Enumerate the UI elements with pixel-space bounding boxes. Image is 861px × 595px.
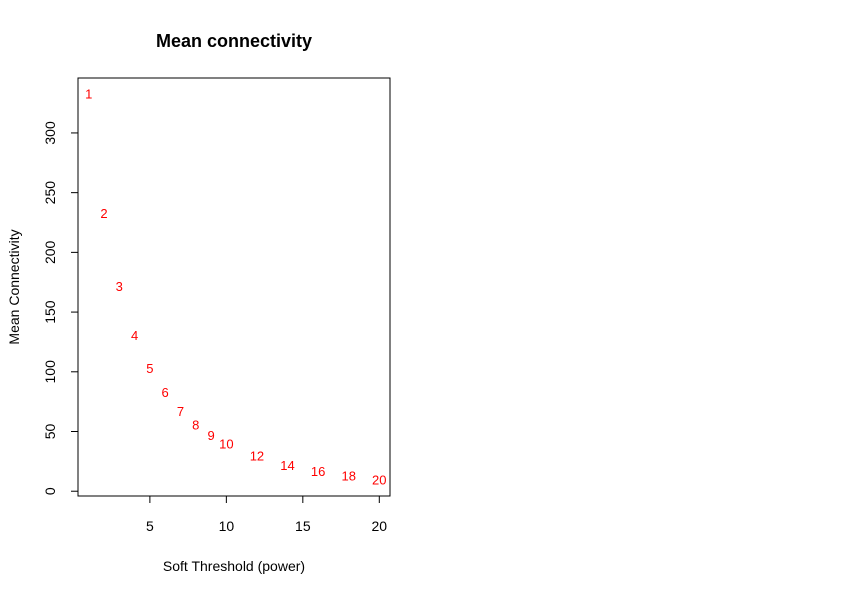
data-point-label: 3 xyxy=(116,279,123,294)
y-tick-label: 100 xyxy=(42,360,58,384)
data-point-label: 5 xyxy=(146,361,153,376)
y-tick-label: 0 xyxy=(42,487,58,495)
x-tick-label: 10 xyxy=(219,518,235,534)
y-tick-label: 300 xyxy=(42,121,58,145)
data-point-label: 12 xyxy=(250,448,264,463)
y-tick-label: 150 xyxy=(42,300,58,324)
x-axis-label: Soft Threshold (power) xyxy=(163,558,305,574)
data-point-label: 4 xyxy=(131,328,138,343)
data-point-label: 6 xyxy=(162,385,169,400)
y-axis-label: Mean Connectivity xyxy=(6,229,22,344)
chart-title: Mean connectivity xyxy=(156,31,312,51)
x-tick-label: 15 xyxy=(295,518,311,534)
x-axis: 5 10 15 20 xyxy=(146,495,388,534)
data-point-label: 10 xyxy=(219,436,233,451)
data-point-label: 18 xyxy=(341,469,355,484)
data-point-label: 7 xyxy=(177,404,184,419)
data-point-label: 14 xyxy=(280,458,294,473)
data-point-label: 2 xyxy=(100,206,107,221)
data-point-label: 8 xyxy=(192,417,199,432)
y-tick-label: 50 xyxy=(42,424,58,440)
x-tick-label: 5 xyxy=(146,518,154,534)
data-point-label: 1 xyxy=(85,87,92,102)
data-point-label: 16 xyxy=(311,464,325,479)
x-tick-label: 20 xyxy=(372,518,388,534)
y-tick-label: 200 xyxy=(42,240,58,264)
data-point-label: 9 xyxy=(207,428,214,443)
y-axis: 0 50 100 150 200 250 300 xyxy=(42,121,79,495)
data-point-label: 20 xyxy=(372,472,386,487)
y-tick-label: 250 xyxy=(42,181,58,205)
plot-frame xyxy=(77,77,391,497)
